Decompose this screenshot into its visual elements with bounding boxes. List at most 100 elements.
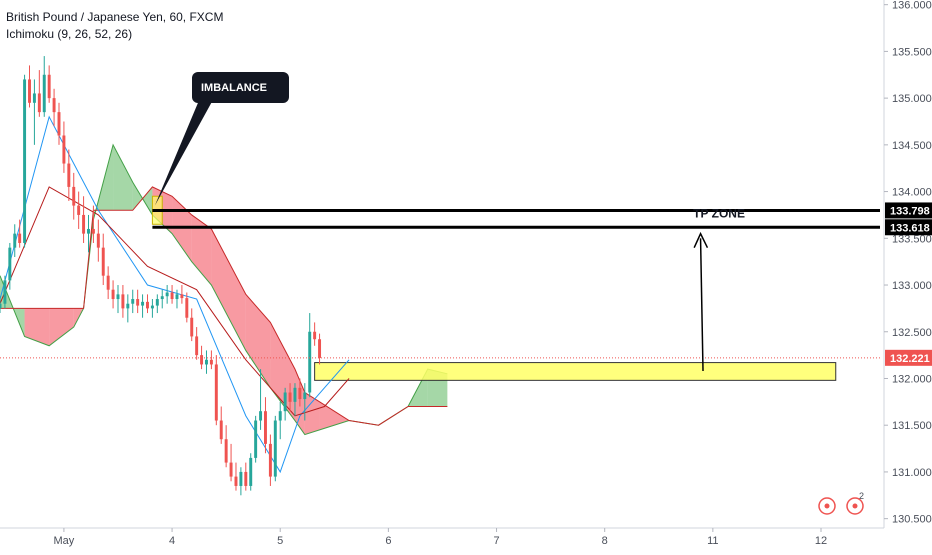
y-tick-label: 132.000 [892,373,932,385]
candle-body [146,301,149,309]
candle-body [8,247,12,281]
cloud-segment [245,294,271,388]
level-badge [885,202,932,219]
candle-body [268,443,272,477]
candle-body [87,228,90,234]
candle-body [0,303,2,309]
kijun-line [0,186,350,417]
candle-body [308,331,312,393]
candle-body [126,303,130,309]
y-tick-label: 135.000 [892,93,932,105]
candle-body [219,420,223,440]
candle-body [234,476,238,486]
cloud-segment [24,308,50,346]
alert-count: 2 [859,491,864,501]
cloud-segment [172,196,192,262]
candle-body [200,355,204,365]
candle-body [229,462,233,477]
candle-body [121,294,125,309]
candle-body [313,331,317,340]
y-tick-label: 132.500 [892,327,932,339]
x-tick-label: 8 [602,535,608,547]
level-badge-label: 133.618 [890,222,930,234]
candle-body [28,79,31,103]
candle-body [209,359,213,365]
x-tick-label: 4 [169,535,175,547]
x-tick-label: 5 [277,535,283,547]
alert-icon[interactable] [846,497,864,515]
candle-body [239,471,243,486]
cloud-segment [211,228,246,351]
y-tick-label: 130.500 [892,514,932,526]
x-tick-label: 6 [385,535,391,547]
y-tick-label: 131.500 [892,420,932,432]
imbalance-callout-pointer [154,98,214,206]
indicator-legend[interactable]: Ichimoku (9, 26, 52, 26) [6,27,133,41]
y-tick-label: 136.000 [892,0,932,12]
y-tick-label: 134.000 [892,187,932,199]
candle-body [3,280,7,304]
cloud-segment [113,144,133,211]
candle-body [214,364,218,421]
x-tick-label: May [54,535,75,547]
candle-body [96,233,100,248]
candle-body [180,294,184,299]
cloud-span-b-line [0,186,448,426]
candle-body [185,298,189,318]
candle-body [37,93,41,113]
y-tick-label: 135.500 [892,46,932,58]
candle-body [131,299,135,304]
level-badge [885,219,932,236]
candle-body [175,294,179,300]
candle-body [190,317,194,337]
current-price-label: 132.221 [890,353,930,365]
alert-icon[interactable] [818,497,836,515]
entry-zone [314,362,837,381]
candle-body [318,339,322,358]
candle-body [67,163,71,187]
candle-body [82,214,86,234]
candle-body [91,228,95,234]
y-tick-label: 134.500 [892,140,932,152]
candle-body [278,411,282,421]
candle-body [170,292,174,300]
candle-body [47,74,51,99]
candle-body [62,135,66,164]
candle-body [293,387,297,402]
candle-body [195,336,199,356]
x-tick-label: 7 [493,535,499,547]
candle-body [165,292,169,297]
y-tick-label: 131.000 [892,467,932,479]
candle-body [244,471,248,486]
candle-body [18,233,22,243]
candle-body [224,439,228,463]
candle-body [136,299,140,306]
current-price-badge [885,349,932,366]
candle-body [273,420,277,477]
candle-body [288,392,292,402]
candle-body [23,79,27,243]
candle-body [116,294,120,300]
candle-body [150,305,154,309]
x-tick-label: 12 [815,535,827,547]
x-tick-label: 11 [707,535,718,547]
cloud-segment [49,308,74,346]
candle-body [101,247,105,276]
tp-arrow-shaft [699,238,704,372]
candle-body [283,392,287,412]
imbalance-callout-box [192,72,289,103]
candle-body [13,233,17,248]
candle-body [57,112,61,136]
symbol-title[interactable]: British Pound / Japanese Yen, 60, FXCM [6,10,224,24]
candle-body [77,205,81,215]
candle-body [52,98,56,113]
candle-body [141,301,145,306]
candle-body [264,411,267,444]
candle-body [155,299,159,306]
candle-body [303,392,307,400]
y-tick-label: 133.000 [892,280,932,292]
imbalance-label: IMBALANCE [201,82,267,94]
candle-body [32,93,36,103]
cloud-segment [304,392,320,435]
